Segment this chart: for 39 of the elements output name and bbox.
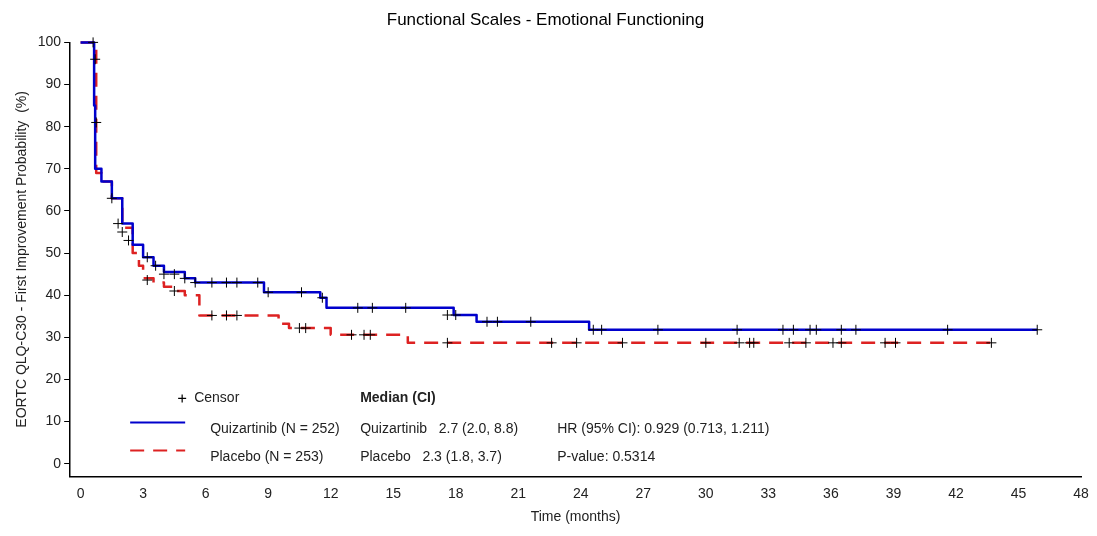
x-tick-label: 18 <box>447 484 464 501</box>
y-tick-label: 90 <box>45 75 62 92</box>
legend-label: Placebo (N = 253) <box>210 448 324 465</box>
x-tick-label: 39 <box>885 484 902 501</box>
x-tick-label: 15 <box>385 484 402 501</box>
y-tick-label: 10 <box>45 412 62 429</box>
annotation: P-value: 0.5314 <box>557 448 656 465</box>
x-tick-label: 36 <box>823 484 839 501</box>
y-tick-label: 40 <box>45 286 62 303</box>
x-tick-label: 3 <box>139 484 148 501</box>
x-tick-label: 27 <box>635 484 652 501</box>
annotation: HR (95% CI): 0.929 (0.713, 1.211) <box>557 420 770 437</box>
legend-label: Censor <box>194 389 240 406</box>
x-tick-label: 9 <box>264 484 273 501</box>
y-tick-label: 0 <box>53 454 62 471</box>
x-tick-label: 33 <box>760 484 777 501</box>
x-tick-label: 30 <box>698 484 714 501</box>
y-tick-label: 60 <box>45 201 62 218</box>
x-tick-label: 42 <box>948 484 964 501</box>
x-tick-label: 48 <box>1073 484 1089 501</box>
y-tick-label: 50 <box>45 243 62 260</box>
x-tick-label: 24 <box>573 484 589 501</box>
chart-title: Functional Scales - Emotional Functioning <box>386 9 705 29</box>
y-tick-label: 100 <box>37 33 62 50</box>
y-tick-label: 20 <box>45 370 62 387</box>
x-tick-label: 6 <box>201 484 210 501</box>
annotation: Median (CI) <box>360 389 436 406</box>
annotation: Quizartinib 2.7 (2.0, 8.8) <box>360 420 519 437</box>
x-tick-label: 45 <box>1010 484 1027 501</box>
y-tick-label: 70 <box>45 159 62 176</box>
y-tick-label: 30 <box>45 328 62 345</box>
x-tick-label: 12 <box>322 484 339 501</box>
legend-label: Quizartinib (N = 252) <box>210 420 340 437</box>
x-axis-title: Time (months) <box>530 508 621 525</box>
y-axis-title: EORTC QLQ-C30 - First Improvement Probability (%) <box>13 91 30 428</box>
x-tick-label: 21 <box>510 484 527 501</box>
x-tick-label: 0 <box>76 484 85 501</box>
annotation: Placebo 2.3 (1.8, 3.7) <box>360 448 502 465</box>
y-tick-label: 80 <box>45 117 62 134</box>
